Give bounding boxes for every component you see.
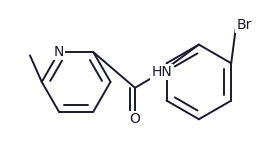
Text: Br: Br bbox=[236, 18, 252, 32]
Text: N: N bbox=[54, 45, 64, 59]
Text: HN: HN bbox=[151, 65, 172, 79]
Text: O: O bbox=[130, 112, 140, 126]
